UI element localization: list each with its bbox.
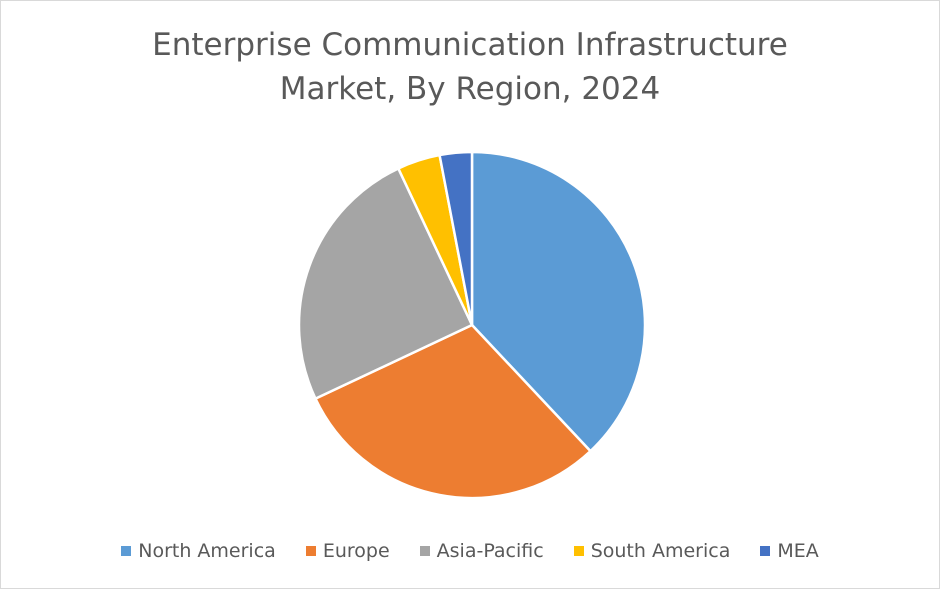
- legend-label-north-america: North America: [138, 540, 276, 562]
- legend-item-north-america: North America: [121, 540, 276, 562]
- chart-title-line-2: Market, By Region, 2024: [279, 71, 661, 107]
- chart-legend: North America Europe Asia-Pacific South Ame…: [1, 540, 939, 562]
- pie-slice-europe: [314, 323, 592, 500]
- chart-title: Enterprise Communication Infrastructure …: [1, 23, 939, 111]
- legend-swatch-south-america: [573, 546, 584, 556]
- legend-swatch-europe: [305, 546, 316, 556]
- legend-label-europe: Europe: [322, 540, 390, 562]
- legend-swatch-mea: [760, 546, 771, 556]
- chart-title-line-1: Enterprise Communication Infrastructure: [152, 27, 788, 63]
- legend-label-south-america: South America: [590, 540, 731, 562]
- legend-item-europe: Europe: [305, 540, 390, 562]
- pie-slice-north-america: [470, 150, 647, 453]
- legend-item-south-america: South America: [573, 540, 731, 562]
- pie-slice-asia-pacific: [297, 167, 474, 400]
- legend-label-asia-pacific: Asia-Pacific: [436, 540, 544, 562]
- legend-swatch-asia-pacific: [419, 546, 430, 556]
- pie-slice-mea: [438, 150, 474, 327]
- legend-label-mea: MEA: [777, 540, 819, 562]
- legend-item-asia-pacific: Asia-Pacific: [419, 540, 544, 562]
- legend-item-mea: MEA: [760, 540, 819, 562]
- legend-swatch-north-america: [121, 546, 132, 556]
